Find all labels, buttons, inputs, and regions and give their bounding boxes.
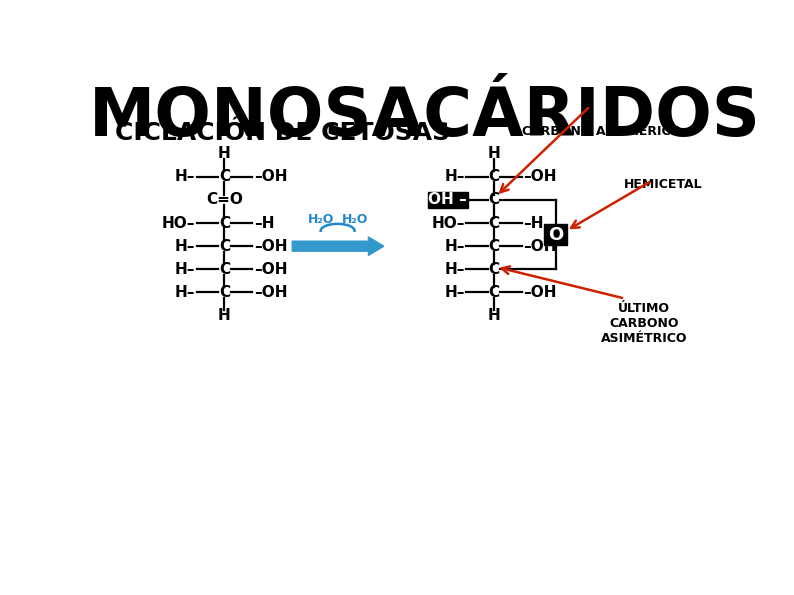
Text: C=O: C=O bbox=[206, 193, 243, 208]
Text: O: O bbox=[548, 226, 563, 243]
Text: H: H bbox=[488, 308, 500, 323]
Text: C: C bbox=[488, 262, 499, 277]
Text: C: C bbox=[219, 239, 230, 253]
Text: –OH: –OH bbox=[523, 285, 557, 300]
Text: C: C bbox=[488, 285, 499, 300]
Text: HO–: HO– bbox=[162, 215, 195, 231]
Text: H: H bbox=[488, 146, 500, 161]
Text: –OH: –OH bbox=[254, 262, 287, 277]
Text: C: C bbox=[219, 215, 230, 231]
Text: –OH: –OH bbox=[254, 170, 287, 184]
Text: HO–: HO– bbox=[431, 215, 464, 231]
Text: H–: H– bbox=[175, 262, 195, 277]
Text: HEMICETAL: HEMICETAL bbox=[624, 178, 703, 191]
FancyArrow shape bbox=[292, 237, 384, 255]
Text: H–: H– bbox=[175, 239, 195, 253]
Text: OH –: OH – bbox=[428, 193, 467, 208]
Text: –H: –H bbox=[254, 215, 274, 231]
Text: C: C bbox=[488, 215, 499, 231]
Text: H: H bbox=[218, 308, 231, 323]
Text: H₂O: H₂O bbox=[342, 213, 368, 226]
Text: H–: H– bbox=[175, 285, 195, 300]
Text: H–: H– bbox=[175, 170, 195, 184]
Text: H–: H– bbox=[444, 170, 464, 184]
Text: –OH: –OH bbox=[523, 239, 557, 253]
Text: –H: –H bbox=[523, 215, 544, 231]
Text: –OH: –OH bbox=[254, 285, 287, 300]
Text: H–: H– bbox=[444, 239, 464, 253]
Text: –OH: –OH bbox=[523, 170, 557, 184]
Text: H₂O: H₂O bbox=[307, 213, 333, 226]
Text: H: H bbox=[218, 146, 231, 161]
Text: –OH: –OH bbox=[254, 239, 287, 253]
Text: C: C bbox=[219, 285, 230, 300]
Text: C: C bbox=[488, 193, 499, 208]
Text: C: C bbox=[488, 239, 499, 253]
Text: C: C bbox=[488, 170, 499, 184]
Text: CICLACIÓN DE CETOSAS: CICLACIÓN DE CETOSAS bbox=[115, 121, 450, 145]
Text: MONOSACÁRIDOS: MONOSACÁRIDOS bbox=[89, 84, 761, 151]
Text: H–: H– bbox=[444, 262, 464, 277]
Bar bbox=[428, 192, 468, 208]
Text: ÚLTIMO
CARBONO
ASIMÉTRICO: ÚLTIMO CARBONO ASIMÉTRICO bbox=[601, 302, 688, 346]
Text: CARBONO ANOMÉRICO: CARBONO ANOMÉRICO bbox=[522, 126, 681, 138]
Text: H–: H– bbox=[444, 285, 464, 300]
Bar bbox=[544, 224, 567, 245]
Text: C: C bbox=[219, 170, 230, 184]
Text: C: C bbox=[219, 262, 230, 277]
